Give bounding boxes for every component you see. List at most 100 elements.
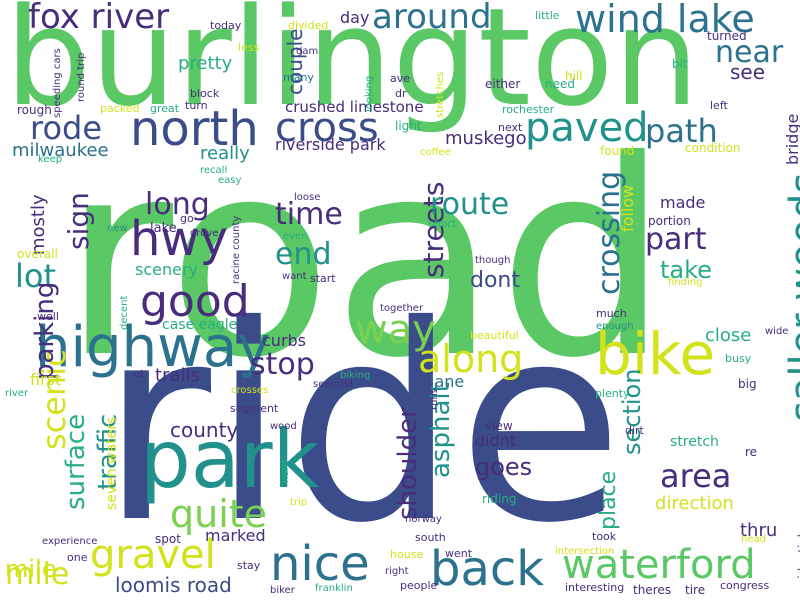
- word-crushed-limestone: crushed limestone: [285, 98, 424, 116]
- word-turned: turned: [707, 29, 747, 43]
- word-dam: dam: [296, 46, 319, 57]
- word-much: much: [596, 307, 627, 320]
- word-wide: wide: [765, 326, 789, 337]
- word-near: near: [715, 35, 784, 70]
- word-see: see: [730, 60, 766, 84]
- word-segment: segment: [230, 402, 279, 415]
- word-paved: paved: [525, 105, 649, 151]
- word-made: made: [660, 193, 706, 212]
- word-road: road: [62, 102, 670, 417]
- word-case-eagle: case eagle: [162, 317, 238, 333]
- word-though: though: [475, 255, 511, 266]
- word-many: many: [283, 71, 314, 84]
- word-need: need: [545, 77, 575, 91]
- word-loose: loose: [294, 192, 321, 203]
- word-quite: quite: [170, 492, 268, 536]
- word-stretches: stretches: [435, 71, 446, 118]
- word-bridge: bridge: [783, 113, 800, 165]
- word-portion: portion: [648, 214, 691, 228]
- word-franklin: franklin: [315, 583, 353, 594]
- word-end: end: [275, 237, 332, 272]
- word-condition: condition: [685, 141, 741, 155]
- word-north: north: [130, 101, 259, 157]
- word-shoulder: shoulder: [393, 407, 423, 520]
- word-experience: experience: [42, 536, 98, 547]
- word-divided: divided: [288, 19, 329, 32]
- word-overall: overall: [17, 247, 58, 261]
- word-place: place: [596, 470, 621, 530]
- word-decent: decent: [119, 295, 130, 330]
- word-coffee: coffee: [420, 147, 451, 158]
- word-bit: bit: [672, 57, 688, 71]
- word-pretty: pretty: [178, 53, 233, 74]
- word-beautiful: beautiful: [470, 329, 519, 342]
- word-big: big: [738, 377, 757, 391]
- word-rochester: rochester: [502, 103, 555, 116]
- word-went: went: [445, 547, 473, 560]
- word-mile-2: mile: [5, 555, 57, 583]
- word-good: good: [140, 276, 250, 327]
- word-gravel: gravel: [90, 532, 216, 578]
- word-people: people: [400, 579, 438, 592]
- word-speeding-cars: speeding cars: [52, 48, 63, 118]
- word-runs: runs: [429, 388, 440, 410]
- word-waterford: waterford: [562, 542, 756, 588]
- word-around: around: [372, 0, 492, 37]
- word-intersection: intersection: [555, 546, 615, 557]
- word-interesting: interesting: [565, 581, 625, 594]
- word-burlington: burlington: [5, 0, 700, 136]
- word-scenery: scenery: [135, 260, 199, 279]
- word-recall: recall: [200, 165, 228, 176]
- word-sign: sign: [62, 192, 95, 250]
- word-path: path: [645, 112, 718, 150]
- word-drove: drove: [190, 228, 219, 239]
- word-even: even: [283, 231, 308, 242]
- word-norway: norway: [405, 514, 442, 525]
- word-ride: ride: [100, 267, 624, 582]
- word-turn: turn: [185, 99, 208, 112]
- word-hill: hill: [565, 69, 583, 83]
- word-dr: dr: [395, 87, 407, 100]
- word-county: county: [170, 418, 239, 442]
- word-theres: theres: [633, 583, 671, 597]
- word-section: section: [618, 368, 646, 455]
- word-crosses: crosses: [231, 385, 269, 396]
- word-mostly: mostly: [28, 194, 49, 255]
- word-little: little: [535, 9, 560, 22]
- word-together: together: [380, 303, 424, 314]
- word-finding: finding: [668, 277, 703, 288]
- word-stretch: stretch: [670, 434, 719, 450]
- word-biking: biking: [340, 370, 371, 381]
- word-looking: looking: [364, 75, 375, 112]
- word-riding: riding: [482, 492, 517, 506]
- word-hwy: hwy: [130, 211, 229, 267]
- word-rode: rode: [30, 109, 103, 147]
- word-rd: rd: [133, 369, 144, 380]
- word-great: great: [150, 102, 180, 115]
- word-surface: surface: [61, 413, 91, 510]
- word-cross: cross: [275, 105, 379, 151]
- word-spot: spot: [155, 532, 181, 546]
- word-nice: nice: [270, 536, 370, 592]
- word-tire: tire: [685, 583, 706, 597]
- word-short: short: [428, 217, 457, 230]
- word-river: river: [5, 388, 29, 399]
- word-one: one: [67, 551, 88, 564]
- word-well: well: [37, 310, 59, 323]
- word-take: take: [660, 256, 712, 284]
- word-trails: trails: [155, 365, 200, 386]
- word-bike: bike: [595, 320, 716, 388]
- word-park: park: [140, 413, 320, 506]
- word-route: route: [430, 187, 510, 222]
- word-packed: packed: [100, 102, 140, 115]
- word-head: head: [741, 534, 766, 545]
- word-block: block: [190, 87, 220, 100]
- word-easy: easy: [218, 175, 242, 186]
- word-house: house: [390, 548, 424, 561]
- word-marked: marked: [205, 526, 266, 545]
- word-less: less: [238, 41, 260, 54]
- word-want: want: [282, 271, 307, 282]
- word-rough: rough: [17, 103, 52, 117]
- word-goes: goes: [475, 453, 533, 481]
- word-muskego: muskego: [445, 128, 527, 149]
